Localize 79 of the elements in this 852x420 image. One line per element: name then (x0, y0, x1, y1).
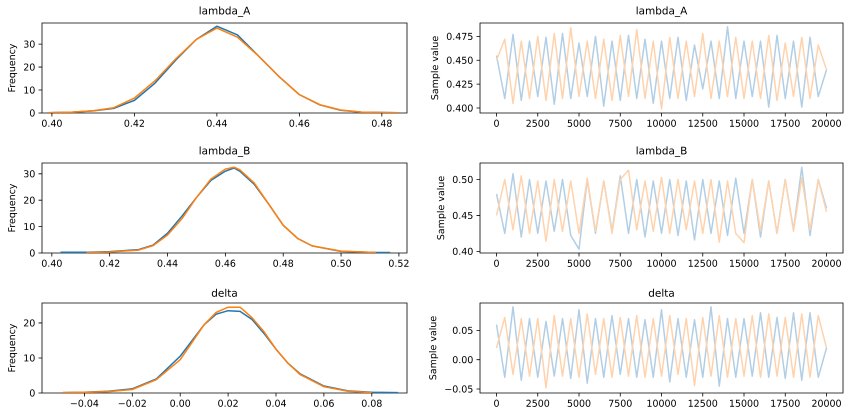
x-tick-label: 0.00 (170, 400, 190, 407)
x-tick-label: 0 (494, 260, 499, 267)
x-tick-label: 10000 (648, 260, 676, 267)
x-tick-label: 17500 (771, 260, 800, 267)
y-tick-label: 30 (24, 40, 35, 48)
y-tick-label: 0.40 (452, 248, 473, 255)
x-tick-label: 20000 (812, 260, 841, 267)
x-tick-label: 12500 (688, 120, 718, 127)
chart-title: delta (212, 288, 237, 297)
x-tick-label: 17500 (771, 120, 800, 127)
chart-title: lambda_A (200, 6, 250, 17)
y-tick-label: 20 (24, 63, 35, 71)
x-tick-label: 10000 (648, 120, 676, 127)
y-axis-title: Frequency (8, 44, 18, 92)
y-tick-label: 0.450 (446, 56, 473, 64)
y-tick-label: 0.50 (452, 176, 473, 184)
x-tick-label: 17500 (771, 400, 800, 407)
x-tick-label: 0.50 (331, 260, 351, 267)
x-tick-label: 12500 (688, 260, 718, 267)
chart-title: lambda_B (200, 146, 250, 157)
x-tick-label: 0.08 (362, 400, 382, 407)
y-tick-label: 10 (24, 86, 35, 94)
chart-title: lambda_A (636, 6, 688, 17)
x-tick-label: 2500 (526, 120, 550, 127)
y-tick-label: 0 (30, 249, 35, 257)
x-tick-label: 20000 (812, 120, 841, 127)
y-axis-title: Frequency (8, 324, 18, 372)
x-tick-label: 15000 (730, 260, 758, 267)
x-tick-label: 0.42 (124, 120, 144, 127)
x-tick-label: 0.44 (158, 260, 178, 267)
y-tick-label: 0.05 (452, 326, 472, 334)
chart-title: delta (648, 288, 674, 297)
y-axis-title: Frequency (8, 184, 18, 232)
x-tick-label: 12500 (688, 400, 718, 407)
x-tick-label: 0.40 (42, 120, 62, 127)
x-tick-label: 5000 (568, 120, 590, 127)
y-tick-label: 0.425 (446, 80, 472, 88)
y-tick-label: 10 (24, 223, 35, 230)
x-tick-label: 0.42 (100, 260, 120, 267)
x-tick-label: 10000 (648, 400, 676, 407)
x-tick-label: 0.06 (314, 400, 334, 407)
x-tick-label: 7500 (608, 260, 632, 267)
x-tick-label: 7500 (608, 120, 632, 127)
y-tick-label: 0.45 (452, 212, 472, 220)
x-tick-label: 0 (494, 400, 499, 407)
y-tick-label: 0.400 (446, 104, 473, 112)
x-tick-label: 0.04 (266, 400, 286, 407)
x-tick-label: 5000 (568, 260, 590, 267)
x-tick-label: 15000 (730, 120, 758, 127)
y-tick-label: 0 (30, 389, 35, 397)
x-tick-label: 5000 (568, 400, 590, 407)
x-tick-label: 0.02 (218, 400, 238, 407)
chart-title: lambda_B (636, 146, 687, 157)
y-tick-label: 10 (24, 354, 35, 362)
y-tick-label: 20 (24, 196, 35, 204)
y-tick-label: −0.05 (445, 385, 472, 393)
x-tick-label: 2500 (526, 260, 550, 267)
y-tick-label: 30 (24, 170, 35, 178)
x-tick-label: 0.40 (42, 260, 62, 267)
x-tick-label: 0.48 (273, 260, 294, 267)
y-axis-title: Sample value (428, 316, 438, 380)
x-tick-label: 2500 (526, 400, 550, 407)
y-tick-label: 0 (30, 109, 35, 117)
x-tick-label: −0.02 (118, 400, 146, 407)
x-tick-label: 0.52 (388, 260, 408, 267)
x-tick-label: 0.48 (372, 120, 392, 127)
y-tick-label: 20 (24, 319, 35, 327)
y-tick-label: 0.475 (446, 32, 472, 40)
x-tick-label: −0.04 (70, 400, 98, 407)
x-tick-label: 0.44 (206, 120, 227, 127)
x-tick-label: 20000 (812, 400, 841, 407)
x-tick-label: 0.46 (215, 260, 236, 267)
y-axis-title: Sample value (436, 176, 446, 240)
x-tick-label: 0 (494, 120, 499, 127)
y-tick-label: 0.00 (452, 356, 473, 364)
y-axis-title: Sample value (430, 36, 440, 100)
x-tick-label: 7500 (608, 400, 632, 407)
x-tick-label: 15000 (730, 400, 758, 407)
x-tick-label: 0.46 (289, 120, 310, 127)
